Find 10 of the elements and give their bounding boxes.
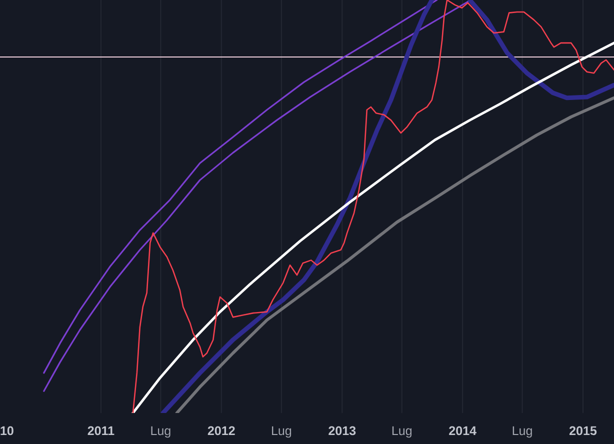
x-tick-label: 10 bbox=[0, 426, 14, 436]
x-tick-label: 2014 bbox=[449, 426, 476, 436]
x-tick-label: Lug bbox=[272, 426, 292, 438]
x-tick-label: Lug bbox=[151, 426, 170, 438]
x-tick-label: Lug bbox=[392, 426, 412, 438]
x-tick-label: Lug bbox=[512, 426, 532, 438]
x-tick-label: 2012 bbox=[208, 426, 235, 436]
x-tick-label: 2013 bbox=[328, 426, 356, 436]
x-tick-label: 2011 bbox=[88, 426, 114, 436]
x-tick-label: 2015 bbox=[569, 426, 597, 436]
